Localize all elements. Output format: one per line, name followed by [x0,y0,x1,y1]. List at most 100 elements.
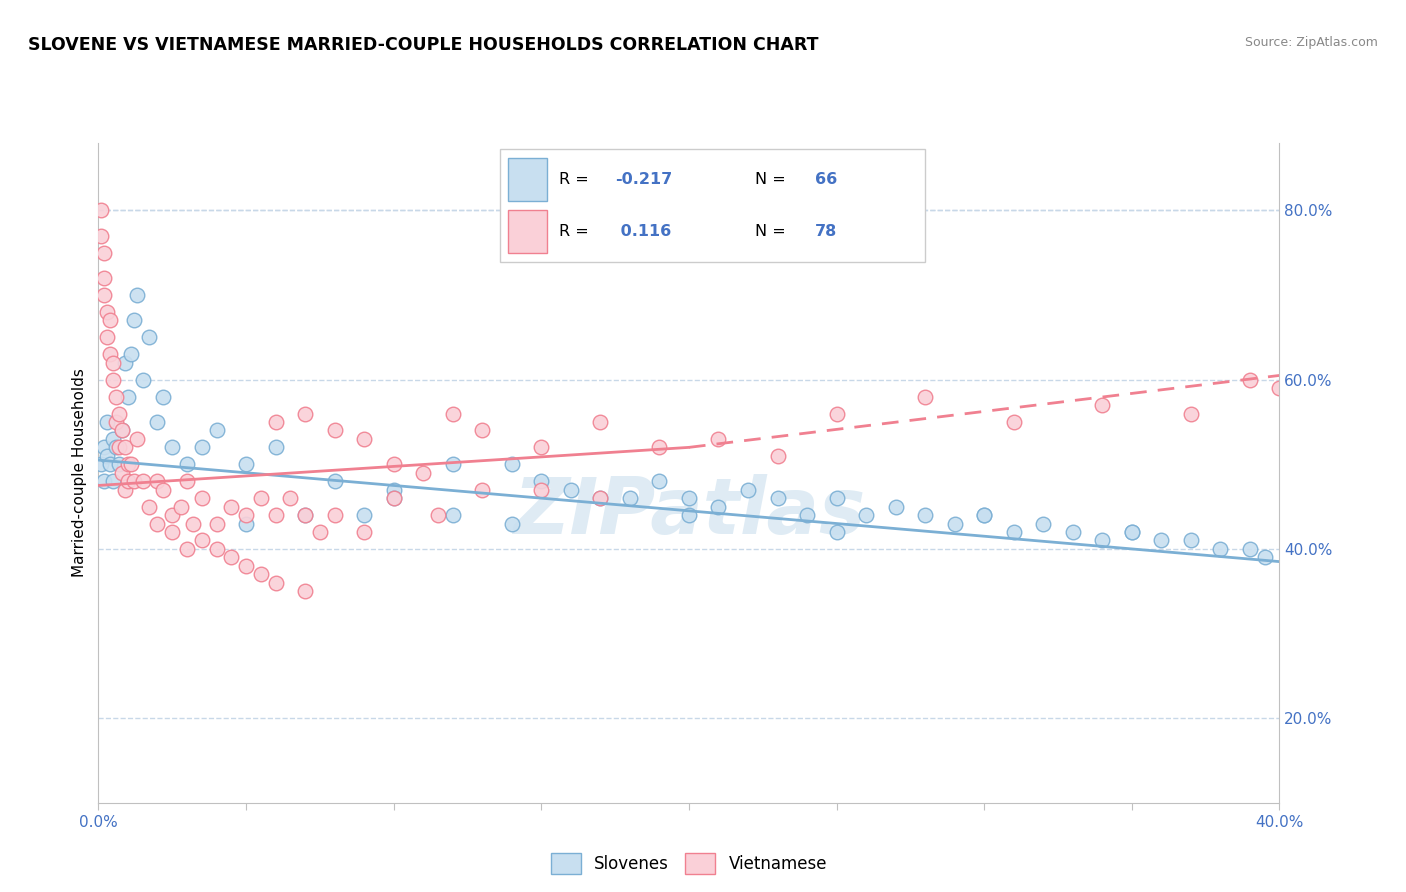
Point [96,305,118,319]
Point [125,288,148,302]
Point [382,483,405,497]
Point [93,441,115,455]
Point [96,415,118,429]
Point [560,483,582,497]
Point [103,373,125,387]
Point [105,390,128,404]
Point [108,458,131,472]
Point [825,524,848,539]
Point [205,516,228,531]
Point [235,516,257,531]
Point [132,373,155,387]
Point [294,508,316,522]
Point [176,458,198,472]
Point [93,245,115,260]
Point [205,541,228,556]
Point [98,313,121,327]
Point [176,541,198,556]
Point [117,474,139,488]
Point [117,390,139,404]
Point [219,500,242,514]
Point [170,500,193,514]
Point [294,584,316,599]
Point [103,474,125,488]
Point [90,458,112,472]
Point [1180,533,1202,548]
Point [530,483,553,497]
Point [501,516,523,531]
Point [471,483,494,497]
Point [93,288,115,302]
Point [181,516,204,531]
Point [530,441,553,455]
Point [353,508,375,522]
Point [1091,398,1114,412]
Point [138,330,160,344]
Point [90,203,112,218]
Point [294,508,316,522]
Point [1239,541,1261,556]
Point [441,407,464,421]
Point [1239,373,1261,387]
Point [323,508,346,522]
Point [264,508,287,522]
Point [114,483,136,497]
Point [132,474,155,488]
Point [648,441,671,455]
Point [1002,524,1025,539]
Point [1268,381,1291,395]
Point [108,407,131,421]
Text: Source: ZipAtlas.com: Source: ZipAtlas.com [1244,36,1378,49]
Point [914,508,936,522]
Point [323,474,346,488]
Text: SLOVENE VS VIETNAMESE MARRIED-COUPLE HOUSEHOLDS CORRELATION CHART: SLOVENE VS VIETNAMESE MARRIED-COUPLE HOU… [28,36,818,54]
Point [235,508,257,522]
Point [678,508,700,522]
Point [111,424,134,438]
Point [105,441,128,455]
Point [530,474,553,488]
Point [111,424,134,438]
Point [264,441,287,455]
Point [382,491,405,505]
Point [146,415,169,429]
Point [103,432,125,446]
Point [162,441,183,455]
Point [105,415,128,429]
Point [120,458,142,472]
Point [138,500,160,514]
Point [309,524,332,539]
Point [98,458,121,472]
Point [98,347,121,361]
Y-axis label: Married-couple Households: Married-couple Households [72,368,87,577]
Point [382,491,405,505]
Point [96,330,118,344]
Point [678,491,700,505]
Point [1032,516,1054,531]
Point [114,441,136,455]
Point [93,474,115,488]
Point [973,508,995,522]
Point [1121,524,1143,539]
Point [191,491,214,505]
Point [1150,533,1173,548]
Point [353,524,375,539]
Point [152,390,174,404]
Point [766,449,789,463]
Point [111,466,134,480]
Point [162,508,183,522]
Point [103,356,125,370]
Point [884,500,907,514]
Point [219,550,242,565]
Point [441,458,464,472]
Point [855,508,877,522]
Point [264,415,287,429]
Point [122,474,145,488]
Point [235,458,257,472]
Point [471,424,494,438]
Point [589,415,612,429]
Point [323,424,346,438]
Point [191,441,214,455]
Point [825,491,848,505]
Legend: Slovenes, Vietnamese: Slovenes, Vietnamese [544,847,834,880]
